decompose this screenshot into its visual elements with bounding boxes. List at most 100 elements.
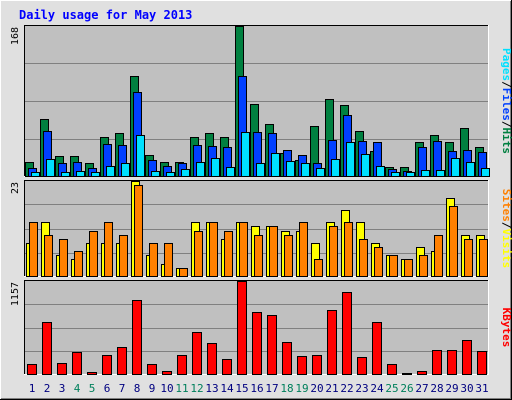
kbytes-bar — [42, 322, 52, 375]
hits-panel-legend-label: Pages/Files/Hits — [500, 48, 512, 154]
x-tick-label: 16 — [250, 382, 263, 395]
x-tick-label: 13 — [205, 382, 218, 395]
kbytes-panel-ymax-label: 1157 — [10, 282, 21, 306]
visits-panel-legend-visits: Visits — [500, 229, 512, 269]
kbytes-bar — [447, 350, 457, 375]
sites-bar — [464, 239, 473, 277]
sites-bar — [89, 231, 98, 277]
kbytes-bar — [102, 355, 112, 375]
pages-bar — [61, 172, 70, 177]
sites-bar — [434, 235, 443, 277]
pages-bar — [76, 171, 85, 177]
kbytes-bar — [462, 340, 472, 375]
visits-panel-legend-label: Sites/Visits — [500, 189, 512, 269]
sites-bar — [134, 185, 143, 277]
pages-bar — [196, 162, 205, 177]
sites-bar — [149, 243, 158, 277]
x-tick-label: 29 — [445, 382, 458, 395]
x-tick-label: 1 — [29, 382, 36, 395]
x-tick-label: 6 — [104, 382, 111, 395]
sites-bar — [179, 268, 188, 277]
sites-bar — [104, 222, 113, 277]
x-tick-label: 4 — [74, 382, 81, 395]
x-tick-label: 14 — [220, 382, 234, 395]
pages-bar — [241, 132, 250, 177]
pages-bar — [376, 166, 385, 177]
kbytes-bar — [147, 364, 157, 375]
x-tick-label: 11 — [175, 382, 188, 395]
pages-bar — [421, 170, 430, 177]
pages-bar — [151, 171, 160, 177]
pages-bar — [316, 168, 325, 177]
sites-bar — [419, 255, 428, 277]
pages-bar — [451, 158, 460, 177]
pages-bar — [226, 167, 235, 177]
kbytes-bar — [162, 371, 172, 375]
x-tick-label: 22 — [340, 382, 353, 395]
sites-bar — [374, 247, 383, 277]
kbytes-bar — [192, 332, 202, 375]
x-tick-label: 19 — [295, 382, 308, 395]
sites-bar — [344, 222, 353, 277]
pages-bar — [181, 169, 190, 177]
x-axis-labels: 1 2 3 4 5 6 7 8 9 10 11 12 13 14 15 16 17 18 19 20 21 22 23 24 2… — [29, 382, 489, 395]
kbytes-bar — [222, 359, 232, 375]
sites-bar — [329, 226, 338, 277]
kbytes-bar — [117, 347, 127, 375]
pages-bar — [361, 154, 370, 177]
pages-bar — [271, 153, 280, 177]
pages-bar — [391, 172, 400, 177]
sites-bar — [74, 251, 83, 277]
pages-bar — [211, 158, 220, 177]
x-tick-label: 2 — [44, 382, 51, 395]
x-tick-label: 10 — [160, 382, 173, 395]
pages-bar — [166, 172, 175, 177]
x-tick-label: 20 — [310, 382, 323, 395]
kbytes-bar — [477, 351, 487, 375]
kbytes-bar — [57, 363, 67, 375]
hits-panel-ymax-label: 168 — [10, 27, 21, 45]
sites-bar — [284, 235, 293, 277]
x-tick-label: 21 — [325, 382, 338, 395]
kbytes-bar — [87, 372, 97, 375]
pages-bar — [256, 163, 265, 177]
x-tick-label: 23 — [355, 382, 368, 395]
kbytes-bar — [387, 364, 397, 375]
sites-bar — [479, 239, 488, 277]
pages-bar — [301, 163, 310, 177]
pages-bar — [286, 161, 295, 177]
pages-bar — [31, 172, 40, 177]
kbytes-bar — [177, 355, 187, 375]
hits-panel-legend-files: Files — [500, 88, 512, 121]
kbytes-bar — [282, 342, 292, 375]
sites-bar — [359, 239, 368, 277]
sites-bar — [389, 255, 398, 277]
pages-bar — [136, 135, 145, 177]
pages-bar — [106, 166, 115, 177]
sites-bar — [59, 239, 68, 277]
x-tick-label: 17 — [265, 382, 278, 395]
pages-bar — [481, 168, 490, 177]
x-tick-label: 3 — [59, 382, 66, 395]
x-tick-label: 7 — [119, 382, 126, 395]
visits-panel-legend-sites: Sites — [500, 189, 512, 222]
x-tick-label: 24 — [370, 382, 384, 395]
sites-bar — [254, 235, 263, 277]
sites-bar — [44, 235, 53, 277]
x-tick-label: 27 — [415, 382, 428, 395]
pages-bar — [91, 172, 100, 177]
kbytes-bar — [402, 373, 412, 375]
sites-bar — [224, 231, 233, 277]
hits-panel-legend-separator: / — [500, 81, 512, 88]
kbytes-bar — [432, 350, 442, 375]
hits-panel-legend-pages: Pages — [500, 48, 512, 81]
pages-bar — [331, 159, 340, 177]
kbytes-bar — [312, 355, 322, 375]
sites-bar — [314, 259, 323, 277]
kbytes-bar — [357, 357, 367, 375]
chart-title: Daily usage for May 2013 — [19, 8, 192, 22]
visits-panel-ymax-label: 23 — [10, 182, 21, 194]
kbytes-bar — [207, 343, 217, 375]
pages-bar — [436, 170, 445, 177]
